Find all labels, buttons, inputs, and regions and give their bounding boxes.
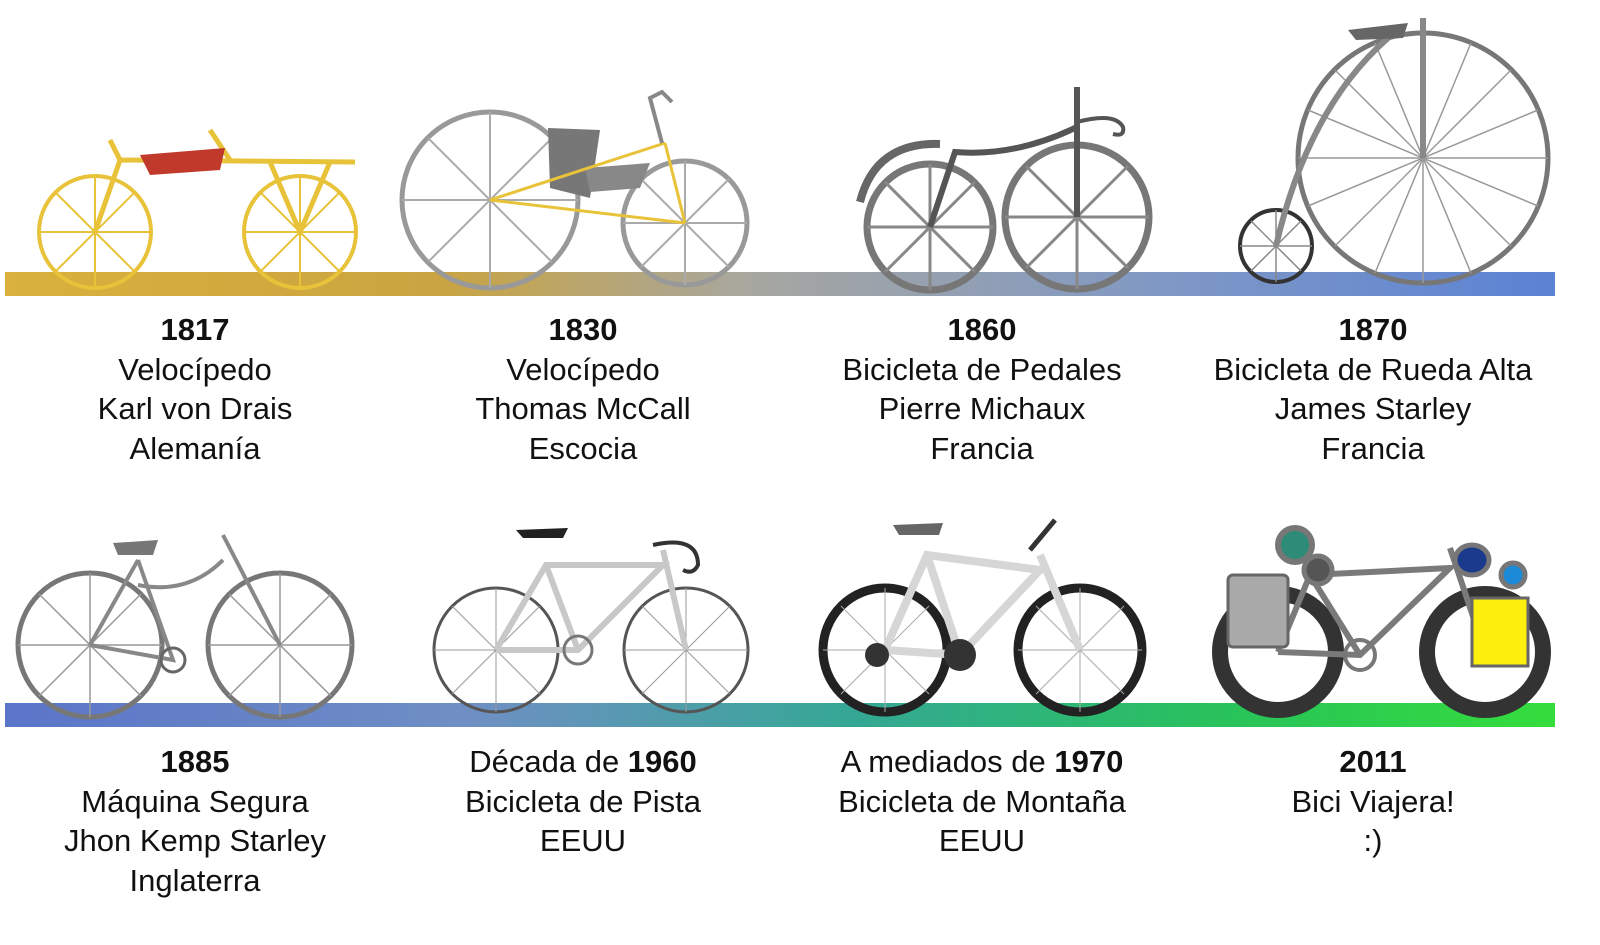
entry-country: Inglaterra <box>129 862 261 898</box>
entry-name: Velocípedo <box>118 351 272 387</box>
entry-country: Francia <box>930 430 1034 466</box>
safety-bicycle-icon <box>15 534 355 720</box>
entry-name: Bicicleta de Montaña <box>838 783 1126 819</box>
entry-name: Bicicleta de Pedales <box>842 351 1122 387</box>
entry-name: Bici Viajera! <box>1291 783 1455 819</box>
entry-name: Bicicleta de Pista <box>464 783 702 819</box>
entry-inventor: Thomas McCall <box>475 391 691 426</box>
entry-year-prefix: A mediados de <box>840 744 1055 779</box>
entry-inventor: Karl von Drais <box>97 391 293 426</box>
timeline-entry-2011: 2011 Bici Viajera! :) <box>1173 742 1573 861</box>
entry-country: EEUU <box>938 823 1026 858</box>
entry-country: Alemanía <box>129 430 261 466</box>
entry-year: 1830 <box>548 312 618 347</box>
entry-name: Velocípedo <box>506 351 660 387</box>
draisine-bicycle-icon <box>37 128 358 290</box>
timeline-entry-1970: A mediados de 1970 Bicicleta de Montaña … <box>782 742 1182 861</box>
entry-year: 1970 <box>1054 744 1124 779</box>
mccall-velocipede-icon <box>399 89 750 291</box>
entry-country: EEUU <box>539 823 627 858</box>
pedal-bicycle-icon <box>856 87 1153 294</box>
timeline-entry-1817: 1817 Velocípedo Karl von Drais Alemanía <box>0 310 395 468</box>
timeline-entry-1870: 1870 Bicicleta de Rueda Alta James Starl… <box>1173 310 1573 468</box>
entry-year: 2011 <box>1339 744 1407 779</box>
entry-inventor: James Starley <box>1274 391 1472 426</box>
entry-year: 1817 <box>160 312 230 347</box>
entry-year: 1885 <box>160 744 230 779</box>
entry-year: 1860 <box>947 312 1017 347</box>
timeline-entry-1830: 1830 Velocípedo Thomas McCall Escocia <box>383 310 783 468</box>
entry-country: Escocia <box>528 430 638 466</box>
entry-year: 1960 <box>627 744 697 779</box>
entry-country: Francia <box>1321 430 1425 466</box>
track-bicycle-icon <box>432 528 750 714</box>
mountain-bicycle-icon <box>818 518 1147 717</box>
entry-year: 1870 <box>1338 312 1408 347</box>
touring-bicycle-icon <box>1212 525 1551 718</box>
penny-farthing-icon <box>1238 18 1551 286</box>
entry-inventor: Jhon Kemp Starley <box>64 823 326 858</box>
entry-year-prefix: Década de <box>469 744 628 779</box>
entry-note: :) <box>1363 823 1383 858</box>
entry-name: Máquina Segura <box>81 783 309 819</box>
entry-inventor: Pierre Michaux <box>878 391 1086 426</box>
timeline-entry-1885: 1885 Máquina Segura Jhon Kemp Starley In… <box>0 742 395 900</box>
timeline-entry-1960: Década de 1960 Bicicleta de Pista EEUU <box>383 742 783 861</box>
entry-name: Bicicleta de Rueda Alta <box>1213 351 1533 387</box>
timeline-entry-1860: 1860 Bicicleta de Pedales Pierre Michaux… <box>782 310 1182 468</box>
